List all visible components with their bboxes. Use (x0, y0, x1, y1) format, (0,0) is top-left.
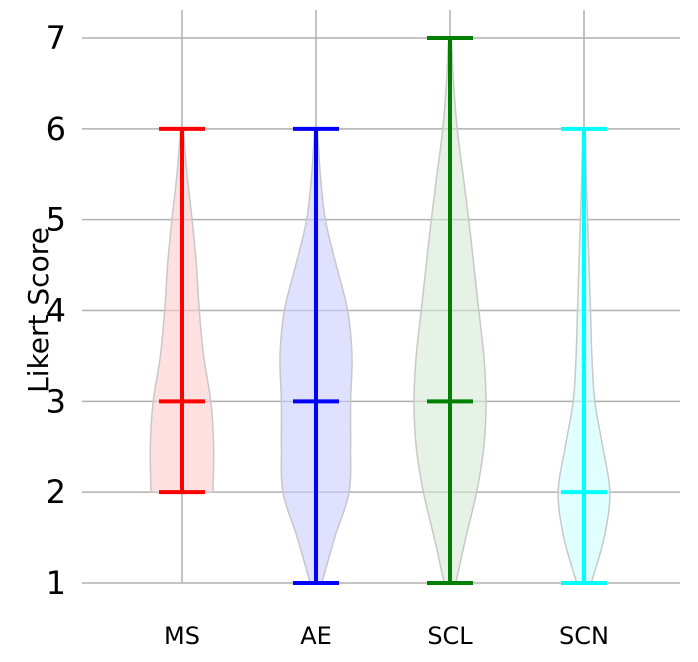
x-tick-label-ms: MS (164, 622, 200, 650)
x-tick-label-scl: SCL (427, 622, 473, 650)
y-tick-label-7: 7 (46, 19, 66, 57)
y-tick-label-6: 6 (46, 110, 66, 148)
x-axis-ticks: MS AE SCL SCN (164, 622, 609, 650)
violin-ae (279, 126, 353, 585)
y-tick-label-3: 3 (46, 382, 66, 420)
violin-ms (149, 126, 215, 495)
y-tick-label-1: 1 (46, 564, 66, 602)
y-tick-label-5: 5 (46, 201, 66, 239)
y-axis-ticks: 1 2 3 4 5 6 7 (46, 19, 66, 602)
x-tick-label-scn: SCN (559, 622, 609, 650)
x-tick-label-ae: AE (300, 622, 332, 650)
violin-scn (557, 126, 611, 585)
y-axis-label: Likert Score (22, 227, 55, 393)
y-tick-label-4: 4 (46, 292, 66, 330)
violin-scl (413, 36, 487, 585)
y-tick-label-2: 2 (46, 473, 66, 511)
violin-series (149, 36, 611, 585)
